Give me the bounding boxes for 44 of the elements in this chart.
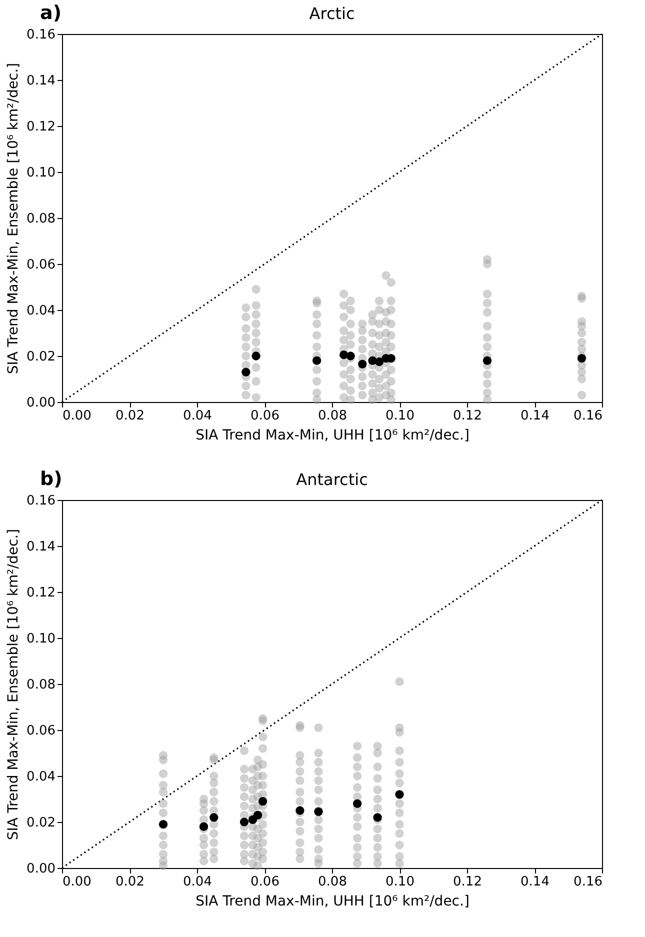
y-tick-label: 0.14: [26, 74, 56, 88]
x-tick-label: 0.12: [453, 408, 482, 424]
x-tick-label: 0.08: [318, 874, 347, 890]
y-tick-label: 0.00: [26, 396, 56, 410]
x-tick-label: 0.04: [183, 408, 212, 424]
y-tick-label: 0.04: [26, 770, 56, 784]
x-tick-label: 0.04: [183, 874, 212, 890]
text: a): [40, 2, 62, 24]
y-tick-label: 0.10: [26, 166, 56, 180]
y-tick-label: 0.04: [26, 304, 56, 318]
y-tick-label: 0.12: [26, 586, 56, 600]
y-tick-label: 0.08: [26, 678, 56, 692]
x-tick-label: 0.06: [250, 874, 280, 890]
y-tick-label: 0.06: [26, 724, 56, 738]
y-tick-label: 0.06: [26, 258, 56, 272]
x-tick-label: 0.12: [453, 874, 482, 890]
x-axis-title: SIA Trend Max-Min, UHH [10⁶ km²/dec.]: [196, 428, 470, 444]
x-tick-label: 0.10: [386, 408, 414, 424]
x-tick-label: 0.10: [386, 874, 414, 890]
y-tick-label: 0.16: [26, 28, 56, 42]
x-tick-label: 0.16: [574, 874, 602, 890]
chart-title: Antarctic: [296, 470, 368, 489]
chart-title: Arctic: [309, 4, 355, 23]
x-tick-label: 0.02: [116, 874, 144, 890]
x-tick-label: 0.02: [116, 408, 144, 424]
y-tick-label: 0.14: [26, 540, 56, 554]
y-tick-label: 0.10: [26, 632, 56, 646]
x-tick-label: 0.00: [62, 874, 92, 890]
x-tick-label: 0.14: [520, 408, 550, 424]
y-tick-label: 0.02: [26, 350, 56, 364]
x-axis-title: SIA Trend Max-Min, UHH [10⁶ km²/dec.]: [196, 894, 470, 910]
y-axis-title: SIA Trend Max-Min, Ensemble [10⁶ km²/dec.]: [6, 62, 22, 374]
x-tick-label: 0.06: [250, 408, 280, 424]
y-tick-label: 0.02: [26, 816, 56, 830]
x-tick-label: 0.00: [62, 408, 92, 424]
y-axis-title: SIA Trend Max-Min, Ensemble [10⁶ km²/dec.]: [6, 528, 22, 840]
x-tick-label: 0.08: [318, 408, 347, 424]
y-tick-label: 0.12: [26, 120, 56, 134]
x-tick-label: 0.16: [574, 408, 602, 424]
y-tick-label: 0.00: [26, 862, 56, 876]
y-tick-label: 0.16: [26, 494, 56, 508]
x-tick-label: 0.14: [520, 874, 550, 890]
y-tick-label: 0.08: [26, 212, 56, 226]
text: b): [40, 468, 62, 490]
